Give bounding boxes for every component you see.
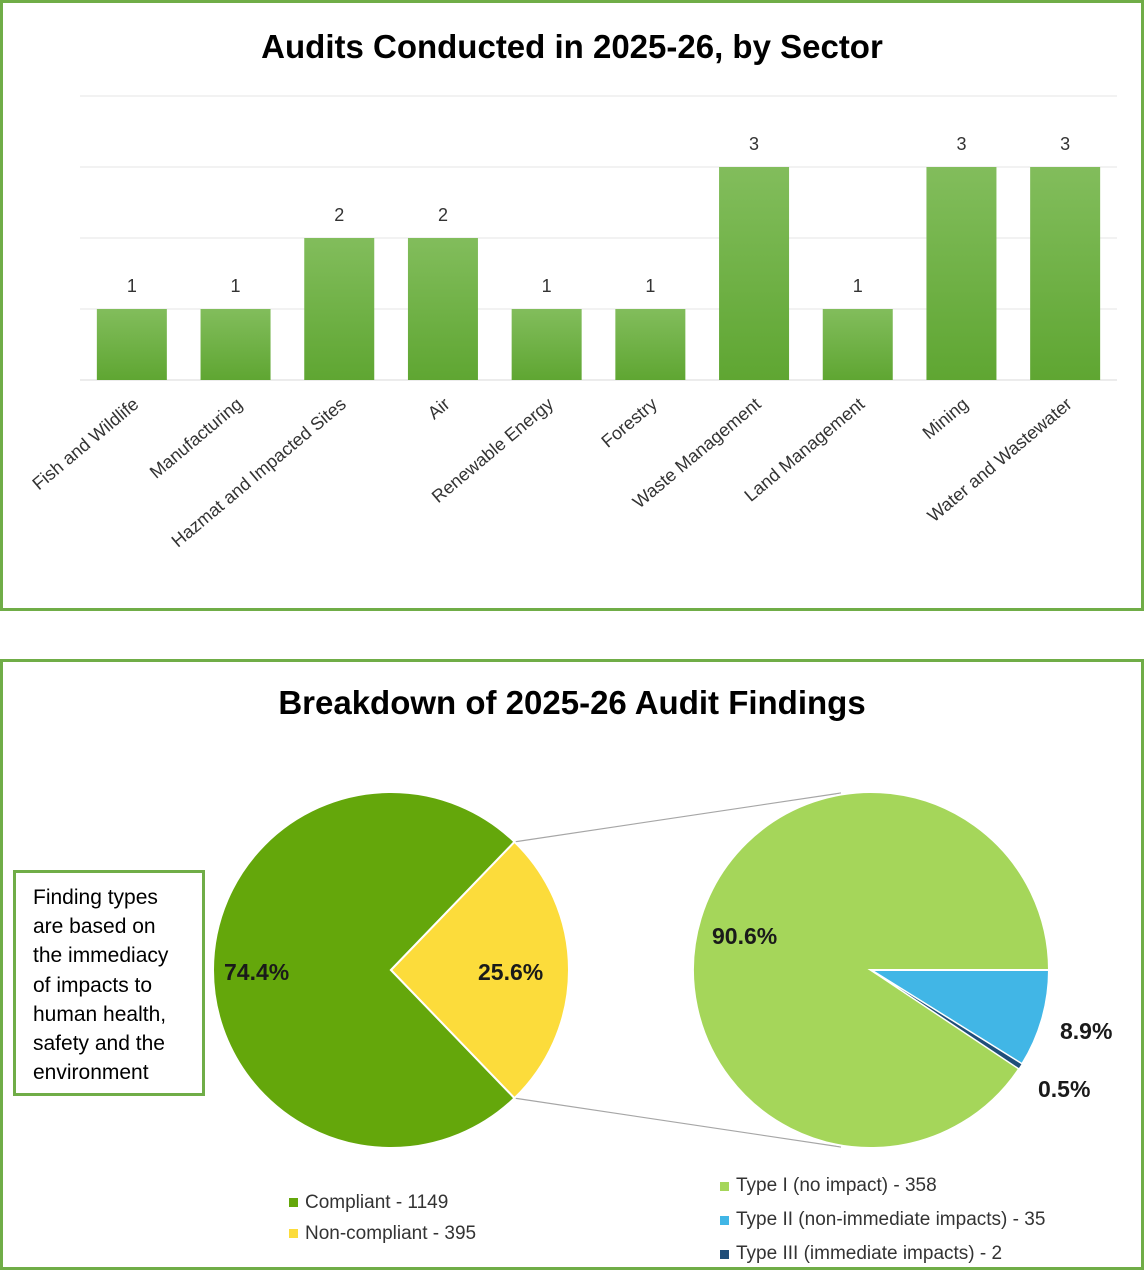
pie-percent-labels: 74.4% 25.6% 90.6% 8.9% 0.5% xyxy=(224,923,1112,1102)
bar-data-label: 1 xyxy=(231,276,241,296)
legend-item-type-1: Type I (no impact) - 358 xyxy=(720,1169,1045,1203)
bar-data-label: 1 xyxy=(853,276,863,296)
pie-connector-lines xyxy=(514,792,842,1148)
bar-category-label: Fish and Wildlife xyxy=(28,394,142,494)
bar xyxy=(511,309,582,380)
legend-item-compliant: Compliant - 1149 xyxy=(289,1187,476,1218)
pie-slice-type-3 xyxy=(870,969,1023,1070)
bar-chart-data-labels: 1 1 2 2 1 1 3 1 3 3 xyxy=(127,134,1070,296)
bar xyxy=(200,309,271,380)
bar xyxy=(1030,167,1101,380)
bar-category-label: Hazmat and Impacted Sites xyxy=(168,394,350,551)
bar-chart-bars xyxy=(96,167,1101,380)
pie-slice-non-compliant xyxy=(389,840,570,1100)
legend-swatch-type-3 xyxy=(720,1249,729,1259)
bar-data-label: 3 xyxy=(956,134,966,154)
bar-data-label: 1 xyxy=(542,276,552,296)
bar-category-label: Air xyxy=(424,394,454,423)
pie-slice-compliant xyxy=(212,791,516,1149)
bar xyxy=(926,167,997,380)
findings-pie-chart-panel: Breakdown of 2025-26 Audit Findings 74.4… xyxy=(0,659,1144,1270)
bar xyxy=(96,309,167,380)
finding-type-legend: Type I (no impact) - 358 Type II (non-im… xyxy=(720,1169,1045,1271)
note-line: of impacts to xyxy=(33,973,153,997)
bar-data-label: 2 xyxy=(438,205,448,225)
legend-item-non-compliant: Non-compliant - 395 xyxy=(289,1218,476,1249)
bar-data-label: 3 xyxy=(1060,134,1070,154)
bar xyxy=(822,309,893,380)
legend-label: Type I (no impact) - 358 xyxy=(736,1175,937,1196)
legend-swatch-non-compliant xyxy=(289,1229,298,1238)
legend-swatch-type-1 xyxy=(720,1181,729,1191)
bar-data-label: 1 xyxy=(127,276,137,296)
sector-bar-chart-panel: Audits Conducted in 2025-26, by Sector 1… xyxy=(0,0,1144,611)
bar-category-label: Forestry xyxy=(597,394,660,452)
bar-chart-title: Audits Conducted in 2025-26, by Sector xyxy=(261,28,883,65)
connector-line-top xyxy=(514,792,842,843)
connector-line-bottom xyxy=(514,1097,842,1148)
note-line: environment xyxy=(33,1061,149,1085)
legend-item-type-2: Type II (non-immediate impacts) - 35 xyxy=(720,1203,1045,1237)
bar-data-label: 3 xyxy=(749,134,759,154)
note-line: Finding types xyxy=(33,886,158,909)
bar xyxy=(304,238,375,380)
pie-slice-type-2 xyxy=(867,969,1051,1066)
legend-label: Type II (non-immediate impacts) - 35 xyxy=(736,1209,1046,1230)
compliance-pie xyxy=(212,791,570,1149)
bar xyxy=(615,309,686,380)
percent-label-type-2: 8.9% xyxy=(1060,1018,1112,1044)
percent-label-type-1: 90.6% xyxy=(712,923,777,949)
legend-label: Type III (immediate impacts) - 2 xyxy=(736,1243,1003,1264)
bar-data-label: 2 xyxy=(334,205,344,225)
legend-swatch-compliant xyxy=(289,1198,298,1207)
bar-category-label: Mining xyxy=(919,394,972,443)
legend-swatch-type-2 xyxy=(720,1215,729,1225)
pie-chart-title: Breakdown of 2025-26 Audit Findings xyxy=(278,684,866,721)
bar-data-label: 1 xyxy=(645,276,655,296)
compliance-legend: Compliant - 1149 Non-compliant - 395 xyxy=(289,1187,476,1249)
percent-label-type-3: 0.5% xyxy=(1038,1076,1090,1102)
finding-type-pie xyxy=(692,791,1051,1149)
legend-item-type-3: Type III (immediate impacts) - 2 xyxy=(720,1237,1045,1271)
percent-label-compliant: 74.4% xyxy=(224,959,289,985)
bar xyxy=(407,238,478,380)
legend-label: Compliant - 1149 xyxy=(305,1191,449,1213)
legend-label: Non-compliant - 395 xyxy=(305,1222,477,1244)
finding-types-note: Finding types are based on the immediacy… xyxy=(13,870,205,1096)
findings-pie-charts: 74.4% 25.6% 90.6% 8.9% 0.5% xyxy=(212,791,1112,1149)
note-line: are based on xyxy=(33,915,156,939)
note-line: the immediacy xyxy=(33,944,169,968)
note-line: safety and the xyxy=(33,1032,165,1056)
percent-label-non-compliant: 25.6% xyxy=(478,959,543,985)
note-line: human health, xyxy=(33,1002,167,1026)
sector-bar-chart: 1 1 2 2 1 1 3 1 3 3 Fish and Wildlife Manufacturin… xyxy=(28,95,1117,551)
bar xyxy=(719,167,790,380)
bar-category-label: Manufacturing xyxy=(146,394,246,483)
